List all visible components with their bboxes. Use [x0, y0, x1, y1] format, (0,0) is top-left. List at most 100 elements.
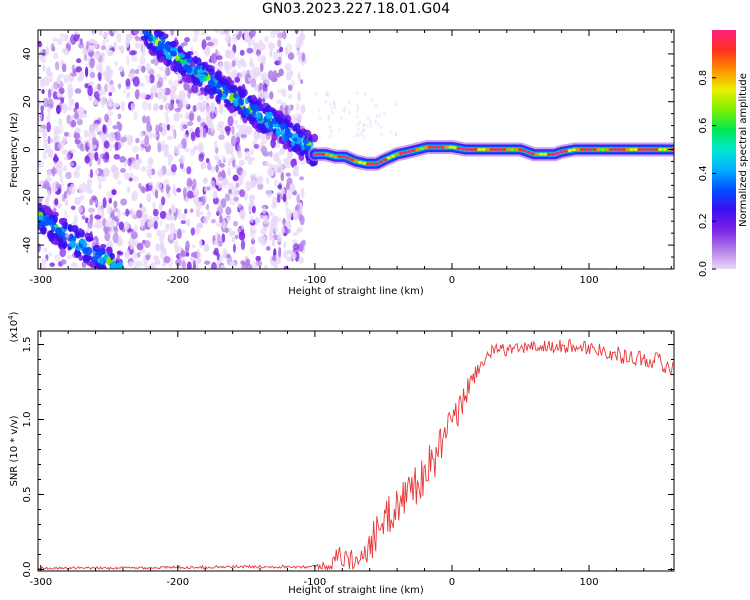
heatmap-cell — [114, 60, 119, 67]
heatmap-cell — [247, 40, 252, 49]
heatmap-cell — [74, 88, 82, 94]
heatmap-cell — [107, 97, 113, 104]
heatmap-cell — [139, 92, 147, 99]
heatmap-cell — [198, 94, 204, 101]
x-tick-label: 100 — [579, 577, 598, 588]
heatmap-cell — [95, 219, 102, 230]
heatmap-cell — [216, 123, 222, 132]
heatmap-cell — [177, 99, 184, 110]
heatmap-cell — [448, 145, 453, 149]
heatmap-cell — [139, 203, 143, 209]
heatmap-cell — [119, 168, 126, 173]
heatmap-cell — [229, 261, 237, 267]
heatmap-cell — [452, 146, 457, 150]
heatmap-cell — [286, 208, 293, 219]
heatmap-cell — [69, 183, 76, 195]
heatmap-cell — [106, 204, 112, 215]
heatmap-cell — [45, 177, 53, 182]
heatmap-cell — [43, 220, 50, 226]
heatmap-cell — [233, 100, 239, 107]
heatmap-cell — [542, 152, 548, 156]
heatmap-cell — [106, 49, 114, 57]
heatmap-cell — [329, 154, 334, 158]
heatmap-cell — [456, 146, 462, 150]
heatmap-cell — [149, 92, 154, 100]
heatmap-cell — [197, 201, 203, 207]
heatmap-cell — [621, 148, 626, 151]
heatmap-cell — [592, 148, 597, 151]
heatmap-cell — [183, 63, 189, 71]
heatmap-cell — [92, 136, 97, 146]
heatmap-cell — [132, 175, 139, 183]
heatmap-cell — [125, 93, 130, 99]
heatmap-cell — [204, 260, 211, 265]
heatmap-cell — [170, 30, 175, 36]
heatmap-cell — [89, 71, 96, 79]
heatmap-cell — [96, 263, 102, 269]
heatmap-cell — [510, 148, 515, 151]
heatmap-cell — [161, 88, 166, 94]
heatmap-cell — [290, 70, 294, 77]
heatmap-cell — [159, 220, 163, 227]
heatmap-cell — [297, 72, 301, 81]
heatmap-cell — [298, 257, 305, 264]
heatmap-cell — [61, 47, 69, 54]
heatmap-cell — [238, 159, 245, 166]
heatmap-cell — [145, 63, 151, 72]
heatmap-cell — [159, 56, 165, 62]
y-tick-label: 0.0 — [22, 562, 33, 578]
heatmap-cell — [43, 247, 48, 252]
heatmap-cell — [206, 106, 210, 118]
heatmap-cell — [325, 153, 330, 157]
heatmap-cell — [366, 116, 370, 121]
heatmap-cell — [223, 250, 228, 257]
heatmap-cell — [268, 121, 273, 126]
heatmap-cell — [214, 30, 220, 34]
heatmap-cell — [186, 121, 194, 127]
heatmap-cell — [658, 148, 663, 151]
heatmap-cell — [196, 72, 202, 79]
heatmap-cell — [366, 162, 371, 166]
heatmap-cell — [54, 61, 60, 71]
heatmap-cell — [82, 49, 88, 56]
heatmap-cell — [111, 272, 118, 280]
heatmap-cell — [202, 177, 208, 184]
heatmap-cell — [197, 101, 204, 107]
heatmap-cell — [61, 63, 67, 73]
heatmap-cell — [108, 131, 116, 142]
heatmap-cell — [262, 205, 267, 215]
heatmap-cell — [497, 148, 503, 151]
heatmap-cell — [236, 60, 242, 69]
heatmap-cell — [165, 66, 171, 77]
heatmap-cell — [187, 89, 191, 99]
heatmap-cell — [224, 35, 232, 44]
heatmap-cell — [98, 182, 102, 190]
heatmap-cell — [89, 198, 94, 206]
heatmap-cell — [163, 256, 171, 264]
heatmap-cell — [261, 72, 268, 80]
heatmap-cell — [244, 151, 251, 162]
heatmap-cell — [170, 164, 177, 173]
heatmap-cell — [547, 152, 552, 156]
heatmap-cell — [155, 181, 163, 191]
heatmap-cell — [58, 237, 64, 247]
heatmap-cell — [257, 90, 265, 100]
heatmap-cell — [218, 182, 224, 189]
heatmap-cell — [567, 148, 573, 152]
heatmap-cell — [120, 45, 125, 54]
heatmap-cell — [261, 54, 266, 66]
heatmap-cell — [285, 182, 290, 191]
heatmap-cell — [201, 62, 207, 68]
heatmap-cell — [357, 133, 360, 138]
heatmap-cell — [131, 190, 138, 202]
heatmap-cell — [145, 30, 147, 31]
heatmap-cell — [140, 218, 144, 230]
heatmap-cell — [390, 154, 396, 158]
heatmap-cell — [153, 220, 158, 230]
heatmap-cell — [126, 134, 133, 146]
heatmap-cell — [103, 167, 110, 178]
heatmap-cell — [277, 56, 282, 66]
heatmap-cell — [220, 198, 227, 209]
heatmap-cell — [144, 134, 150, 146]
heatmap-cell — [167, 158, 172, 167]
